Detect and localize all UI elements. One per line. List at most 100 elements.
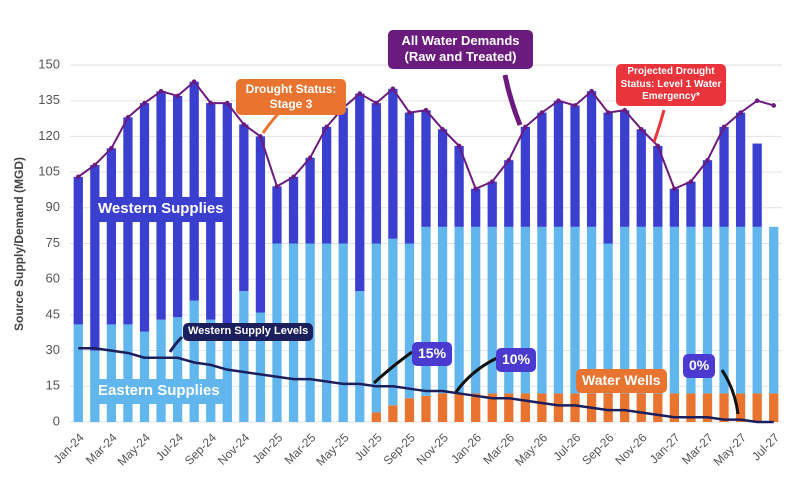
bar-segment — [189, 81, 199, 301]
bar-segment — [752, 226, 762, 394]
bar-segment — [520, 393, 530, 422]
point — [754, 98, 760, 103]
bar-segment — [686, 393, 696, 422]
annotation: 0% — [683, 354, 716, 378]
bar-segment — [504, 226, 514, 394]
y-tick-label: 150 — [38, 56, 60, 71]
bar-segment — [603, 393, 613, 422]
x-tick-label: Mar-25 — [282, 430, 319, 467]
y-tick-label: 120 — [38, 128, 60, 143]
point — [672, 186, 677, 192]
point — [489, 179, 495, 184]
point — [241, 122, 247, 127]
x-tick-label: May-26 — [512, 430, 550, 468]
bar-segment — [769, 393, 779, 422]
bar-segment — [288, 176, 299, 244]
bar-segment — [719, 126, 729, 227]
x-tick-label: Sep-24 — [182, 430, 219, 467]
point — [158, 88, 164, 94]
point — [258, 134, 263, 139]
bar-segment — [471, 226, 481, 394]
x-tick-label: Sep-25 — [381, 430, 418, 467]
y-tick-label: 0 — [53, 413, 60, 428]
bar-segment — [620, 110, 630, 227]
bar-segment — [355, 93, 365, 292]
bar-segment — [106, 324, 117, 422]
x-tick-label: Nov-26 — [612, 430, 649, 467]
bar-segment — [669, 226, 680, 394]
point — [324, 124, 329, 130]
bar-segment — [553, 393, 564, 422]
bar-segment — [620, 226, 630, 394]
bar-segment — [206, 319, 216, 422]
series-label: Western Supplies — [92, 197, 230, 222]
bar-segment — [537, 393, 547, 422]
bar-segment — [653, 226, 663, 394]
point — [605, 110, 611, 115]
bar-segment — [553, 100, 564, 227]
point — [92, 162, 98, 168]
bar-segment — [305, 157, 315, 244]
bar-segment — [636, 129, 646, 227]
bar-segment — [586, 91, 597, 227]
point — [655, 143, 661, 149]
bar-segment — [421, 395, 431, 422]
x-tick-label: Sep-26 — [579, 430, 616, 467]
x-tick-label: Nov-24 — [215, 430, 252, 467]
x-tick-label: May-24 — [115, 430, 153, 468]
series-label: Western Supply Levels — [183, 323, 314, 341]
bar-segment — [537, 226, 547, 394]
bar-segment — [123, 324, 133, 422]
bar-segment — [702, 226, 713, 394]
bar-segment — [322, 126, 332, 244]
x-tick-label: Jul-27 — [749, 430, 782, 463]
bar-segment — [520, 226, 530, 394]
point — [109, 146, 114, 151]
bar-segment — [437, 129, 448, 227]
point — [125, 115, 131, 120]
x-tick-label: Jan-25 — [249, 430, 285, 466]
point — [721, 124, 727, 130]
bar-segment — [653, 145, 663, 227]
bar-segment — [504, 160, 514, 227]
point — [622, 107, 627, 113]
x-tick-label: May-27 — [711, 430, 749, 468]
annotation: Drought Status: Stage 3 — [236, 79, 346, 115]
series-label: Water Wells — [576, 369, 667, 393]
bar-segment — [504, 393, 514, 422]
bar-segment — [719, 393, 729, 422]
point — [142, 100, 147, 106]
point — [374, 100, 379, 106]
bar-segment — [371, 103, 381, 244]
point — [191, 79, 197, 84]
point — [589, 88, 594, 94]
bar-segment — [586, 226, 597, 394]
annotation: 15% — [412, 342, 453, 366]
bar-segment — [471, 188, 481, 227]
point — [175, 93, 180, 99]
bar-segment — [735, 393, 746, 422]
point — [291, 174, 296, 180]
bar-segment — [90, 164, 100, 351]
bar-segment — [735, 112, 746, 227]
point — [357, 91, 363, 96]
point — [456, 143, 462, 149]
bar-segment — [355, 291, 365, 422]
bar-segment — [371, 243, 381, 413]
y-tick-label: 75 — [46, 235, 60, 250]
point — [407, 110, 412, 115]
bar-segment — [437, 226, 448, 394]
point — [307, 155, 313, 161]
bar-segment — [686, 226, 696, 394]
bar-segment — [454, 393, 464, 422]
y-tick-label: 60 — [46, 271, 60, 286]
bar-segment — [636, 393, 646, 422]
series-label: Eastern Supplies — [92, 379, 226, 404]
bar-segment — [570, 393, 580, 422]
x-tick-label: Jan-26 — [448, 430, 484, 466]
bar-segment — [338, 107, 348, 244]
bar-segment — [570, 105, 580, 227]
series-label: All Water Demands (Raw and Treated) — [388, 30, 533, 69]
bar-segment — [156, 319, 166, 422]
x-tick-label: May-25 — [313, 430, 351, 468]
